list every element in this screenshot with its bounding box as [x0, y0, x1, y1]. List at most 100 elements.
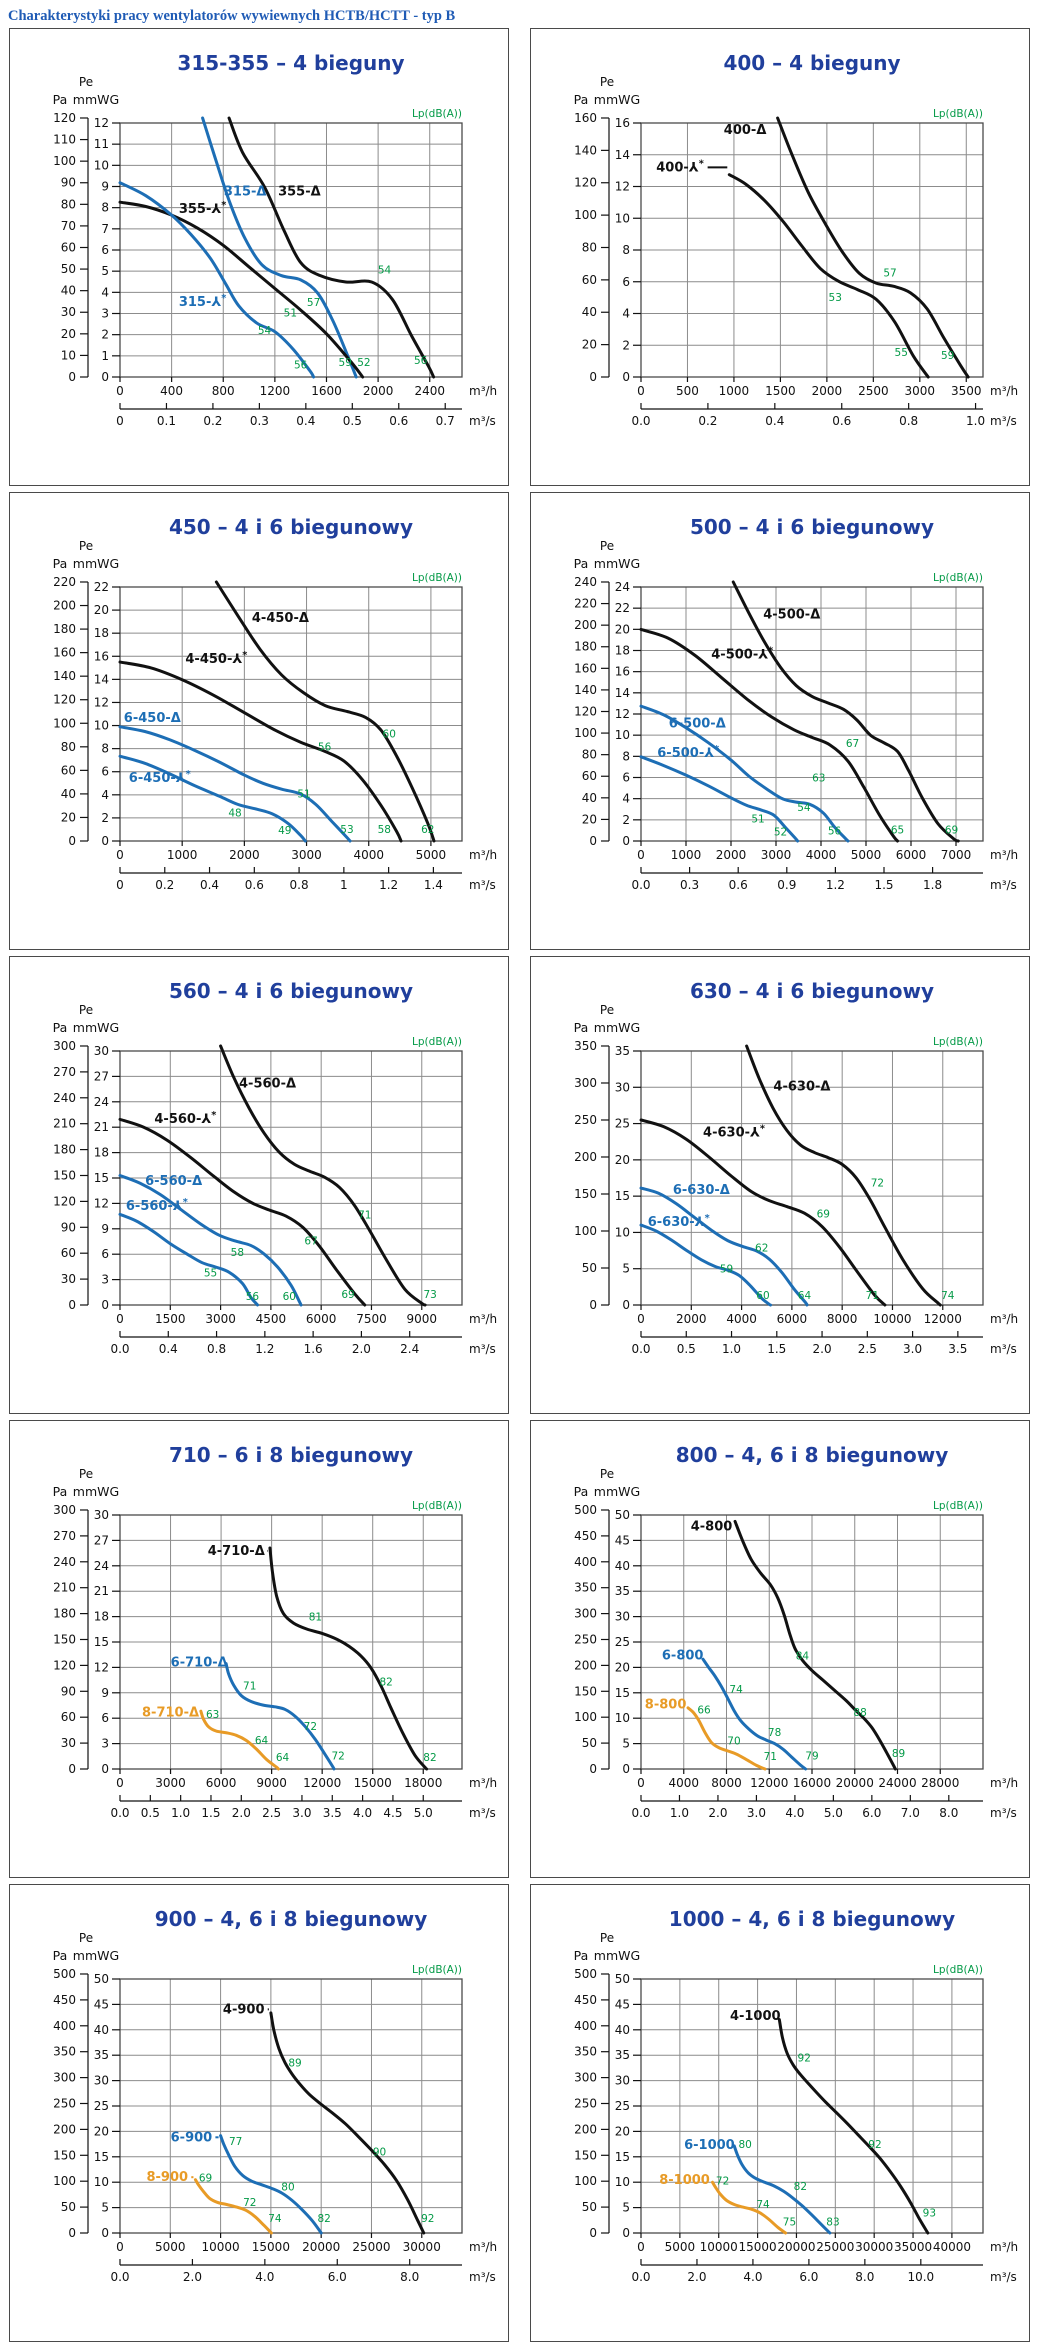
pa-axis-label: Pa — [574, 1484, 589, 1499]
flow-tick-label: 16000 — [793, 1776, 831, 1790]
db-level-label: 92 — [421, 2213, 434, 2225]
lp-dba-label: Lp(dB(A)) — [933, 108, 983, 120]
flow-tick-label: 2000 — [676, 1312, 707, 1326]
mmwg-tick-label: 5 — [622, 1737, 630, 1751]
flow-s-tick-label: 0.5 — [343, 414, 362, 428]
mmwg-axis-label: mmWG — [73, 1020, 119, 1035]
flow-s-tick-label: 0.0 — [631, 1342, 650, 1356]
mmwg-tick-label: 25 — [94, 2099, 109, 2113]
flow-tick-label: 8000 — [711, 1776, 742, 1790]
flow-tick-label: 1500 — [155, 1312, 186, 1326]
plot-border — [119, 586, 463, 842]
mmwg-tick-label: 45 — [94, 1997, 109, 2011]
flow-tick-label: 20000 — [836, 1776, 874, 1790]
mmwg-tick-label: 50 — [615, 1972, 630, 1986]
pa-tick-label: 240 — [53, 1091, 76, 1105]
fan-curve-4-560-⅄ — [118, 1117, 367, 1307]
pa-tick-label: 120 — [574, 704, 597, 718]
db-level-label: 49 — [278, 825, 291, 837]
flow-s-tick-label: 0.0 — [631, 1806, 650, 1820]
pa-tick-label: 50 — [582, 2200, 597, 2214]
db-level-label: 72 — [243, 2197, 256, 2209]
flow-tick-label: 1000 — [167, 848, 198, 862]
db-level-label: 69 — [817, 1209, 830, 1221]
mmwg-tick-label: 8 — [622, 749, 630, 763]
flow-s-unit: m³/s — [990, 2270, 1017, 2284]
mmwg-tick-label: 10 — [94, 158, 109, 172]
mmwg-tick-label: 24 — [615, 580, 630, 594]
pa-tick-label: 0 — [589, 1762, 597, 1776]
pa-tick-label: 0 — [68, 2226, 76, 2240]
mmwg-tick-label: 30 — [94, 1508, 109, 1522]
db-level-label: 69 — [945, 824, 958, 836]
pe-axis-label: Pe — [600, 539, 614, 553]
curve-label: 4-450-Δ — [252, 611, 309, 626]
flow-s-tick-label: 0.0 — [631, 414, 650, 428]
db-level-label: 72 — [331, 1751, 344, 1763]
db-level-label: 72 — [716, 2175, 729, 2187]
pa-tick-label: 100 — [53, 2174, 76, 2188]
pa-tick-label: 200 — [574, 1150, 597, 1164]
fan-curve-4-450-Δ — [214, 580, 436, 843]
flow-s-tick-label: 2.5 — [262, 1806, 281, 1820]
db-level-label: 59 — [339, 357, 352, 369]
flow-tick-label: 3500 — [951, 384, 982, 398]
flow-tick-label: 30000 — [403, 2240, 441, 2254]
db-level-label: 53 — [340, 824, 353, 836]
mmwg-tick-label: 8 — [101, 201, 109, 215]
mmwg-tick-label: 15 — [94, 1171, 109, 1185]
flow-tick-label: 28000 — [921, 1776, 959, 1790]
pa-tick-label: 150 — [53, 1632, 76, 1646]
plot-border — [640, 1050, 984, 1306]
curve-label: 4-560-Δ — [239, 1076, 296, 1091]
mmwg-tick-label: 12 — [94, 116, 109, 130]
pa-tick-label: 270 — [53, 1065, 76, 1079]
flow-s-tick-label: 0.0 — [110, 1342, 129, 1356]
fan-curve-4-1000 — [777, 2018, 930, 2235]
mmwg-tick-label: 10 — [615, 2175, 630, 2189]
db-level-label: 69 — [199, 2173, 212, 2185]
curve-label: 4-900 — [223, 2002, 265, 2017]
mmwg-tick-label: 8 — [101, 742, 109, 756]
mmwg-tick-label: 6 — [101, 1711, 109, 1725]
pa-tick-label: 500 — [53, 1967, 76, 1981]
db-level-label: 56 — [828, 826, 842, 838]
pa-tick-label: 300 — [53, 2071, 76, 2085]
db-level-label: 62 — [421, 824, 434, 836]
pe-axis-label: Pe — [79, 539, 93, 553]
flow-s-tick-label: 0.8 — [899, 414, 918, 428]
flow-tick-label: 0 — [637, 2240, 645, 2254]
chart-panel-8: 800 – 4, 6 i 8 biegunowy Pe Pa mmWG Lp(dB(A)… — [530, 1420, 1030, 1878]
pa-tick-label: 200 — [574, 1658, 597, 1672]
flow-tick-label: 400 — [160, 384, 183, 398]
pa-tick-label: 210 — [53, 1117, 76, 1131]
pa-tick-label: 180 — [574, 640, 597, 654]
mmwg-tick-label: 3 — [101, 1273, 109, 1287]
pa-tick-label: 90 — [61, 176, 76, 190]
pa-tick-label: 300 — [53, 1039, 76, 1053]
db-level-label: 57 — [883, 268, 896, 280]
flow-s-tick-label: 1.2 — [379, 878, 398, 892]
mmwg-tick-label: 6 — [101, 1247, 109, 1261]
db-level-label: 78 — [768, 1727, 781, 1739]
curve-label: 315-Δ — [224, 185, 267, 200]
fan-curve-6-710-Δ — [224, 1662, 336, 1771]
mmwg-tick-label: 5 — [101, 264, 109, 278]
curve-label: 4-450-⅄* — [185, 650, 247, 667]
mmwg-tick-label: 9 — [101, 1686, 109, 1700]
pa-tick-label: 60 — [61, 1710, 76, 1724]
flow-tick-label: 2000 — [229, 848, 260, 862]
mmwg-tick-label: 8 — [622, 243, 630, 257]
flow-s-tick-label: 0 — [116, 414, 124, 428]
flow-tick-label: 0 — [116, 384, 124, 398]
pa-tick-label: 0 — [68, 370, 76, 384]
fan-curve-6-900 — [219, 2134, 323, 2235]
db-level-label: 52 — [774, 827, 787, 839]
mmwg-tick-label: 35 — [94, 2048, 109, 2062]
mmwg-tick-label: 15 — [94, 2150, 109, 2164]
flow-s-tick-label: 0.7 — [436, 414, 455, 428]
pa-tick-label: 300 — [574, 2071, 597, 2085]
db-level-label: 71 — [243, 1681, 256, 1693]
chart-title: 500 – 4 i 6 biegunowy — [690, 515, 934, 539]
